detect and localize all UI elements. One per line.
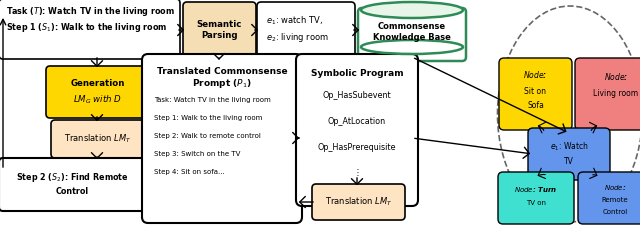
Text: Prompt ($\mathit{P_1}$): Prompt ($\mathit{P_1}$)	[192, 77, 252, 91]
FancyBboxPatch shape	[499, 58, 572, 130]
Text: $e_1$: watch TV,: $e_1$: watch TV,	[266, 15, 323, 27]
Text: $\mathit{Node}$:: $\mathit{Node}$:	[604, 72, 628, 82]
Text: Task: Watch TV in the living room: Task: Watch TV in the living room	[154, 97, 271, 103]
Text: Op_AtLocation: Op_AtLocation	[328, 116, 386, 126]
FancyBboxPatch shape	[498, 172, 574, 224]
FancyBboxPatch shape	[358, 8, 466, 61]
Text: Living room: Living room	[593, 89, 639, 98]
FancyBboxPatch shape	[578, 172, 640, 224]
Text: Task ($\mathit{T}$): Watch TV in the living room: Task ($\mathit{T}$): Watch TV in the liv…	[6, 5, 175, 18]
FancyBboxPatch shape	[575, 58, 640, 130]
Text: $\mathit{Node}$:: $\mathit{Node}$:	[604, 183, 627, 192]
Text: Translation $\mathit{LM_T}$: Translation $\mathit{LM_T}$	[324, 196, 392, 208]
Text: Step 1 ($\mathit{S}_1$): Walk to the living room: Step 1 ($\mathit{S}_1$): Walk to the liv…	[6, 22, 167, 35]
Text: Generation: Generation	[70, 79, 125, 89]
Text: $e_1$: Watch: $e_1$: Watch	[550, 141, 589, 153]
FancyBboxPatch shape	[312, 184, 405, 220]
Text: $e_2$: living room: $e_2$: living room	[266, 32, 329, 44]
Ellipse shape	[361, 2, 463, 18]
Text: $\mathit{Node}$: Turn: $\mathit{Node}$: Turn	[515, 185, 557, 193]
Text: $\mathit{LM_G}$ with $\mathit{D}$: $\mathit{LM_G}$ with $\mathit{D}$	[73, 94, 122, 106]
Text: Sit on: Sit on	[525, 86, 547, 96]
FancyBboxPatch shape	[46, 66, 149, 118]
Text: Step 4: Sit on sofa...: Step 4: Sit on sofa...	[154, 169, 225, 175]
Text: Step 2: Walk to remote control: Step 2: Walk to remote control	[154, 133, 261, 139]
Text: Semantic
Parsing: Semantic Parsing	[197, 20, 242, 40]
Text: Op_HasPrerequisite: Op_HasPrerequisite	[317, 143, 396, 151]
Text: Step 3: Switch on the TV: Step 3: Switch on the TV	[154, 151, 241, 157]
FancyBboxPatch shape	[142, 54, 302, 223]
FancyBboxPatch shape	[51, 120, 144, 158]
Text: Sofa: Sofa	[527, 101, 544, 109]
Text: Step 2 ($\mathit{S}_2$): Find Remote: Step 2 ($\mathit{S}_2$): Find Remote	[15, 172, 129, 185]
Text: Translated Commonsense: Translated Commonsense	[157, 67, 287, 76]
FancyBboxPatch shape	[296, 54, 418, 206]
Text: TV on: TV on	[526, 200, 546, 206]
Text: Step 1: Walk to the living room: Step 1: Walk to the living room	[154, 115, 262, 121]
FancyBboxPatch shape	[528, 128, 610, 180]
Text: Control: Control	[602, 209, 628, 215]
Text: Remote: Remote	[602, 197, 628, 203]
Text: Translation $\mathit{LM_T}$: Translation $\mathit{LM_T}$	[64, 133, 131, 145]
FancyBboxPatch shape	[0, 0, 180, 59]
Text: ⋮: ⋮	[353, 168, 361, 178]
FancyBboxPatch shape	[257, 2, 355, 58]
Text: $\mathit{Node}$:: $\mathit{Node}$:	[524, 69, 548, 81]
FancyBboxPatch shape	[0, 158, 145, 211]
Text: Symbolic Program: Symbolic Program	[310, 69, 403, 77]
Text: Op_HasSubevent: Op_HasSubevent	[323, 91, 391, 99]
Text: Commonsense
Knowledge Base: Commonsense Knowledge Base	[373, 22, 451, 42]
Text: TV: TV	[564, 156, 574, 165]
FancyBboxPatch shape	[183, 2, 256, 58]
Text: Control: Control	[56, 188, 88, 197]
